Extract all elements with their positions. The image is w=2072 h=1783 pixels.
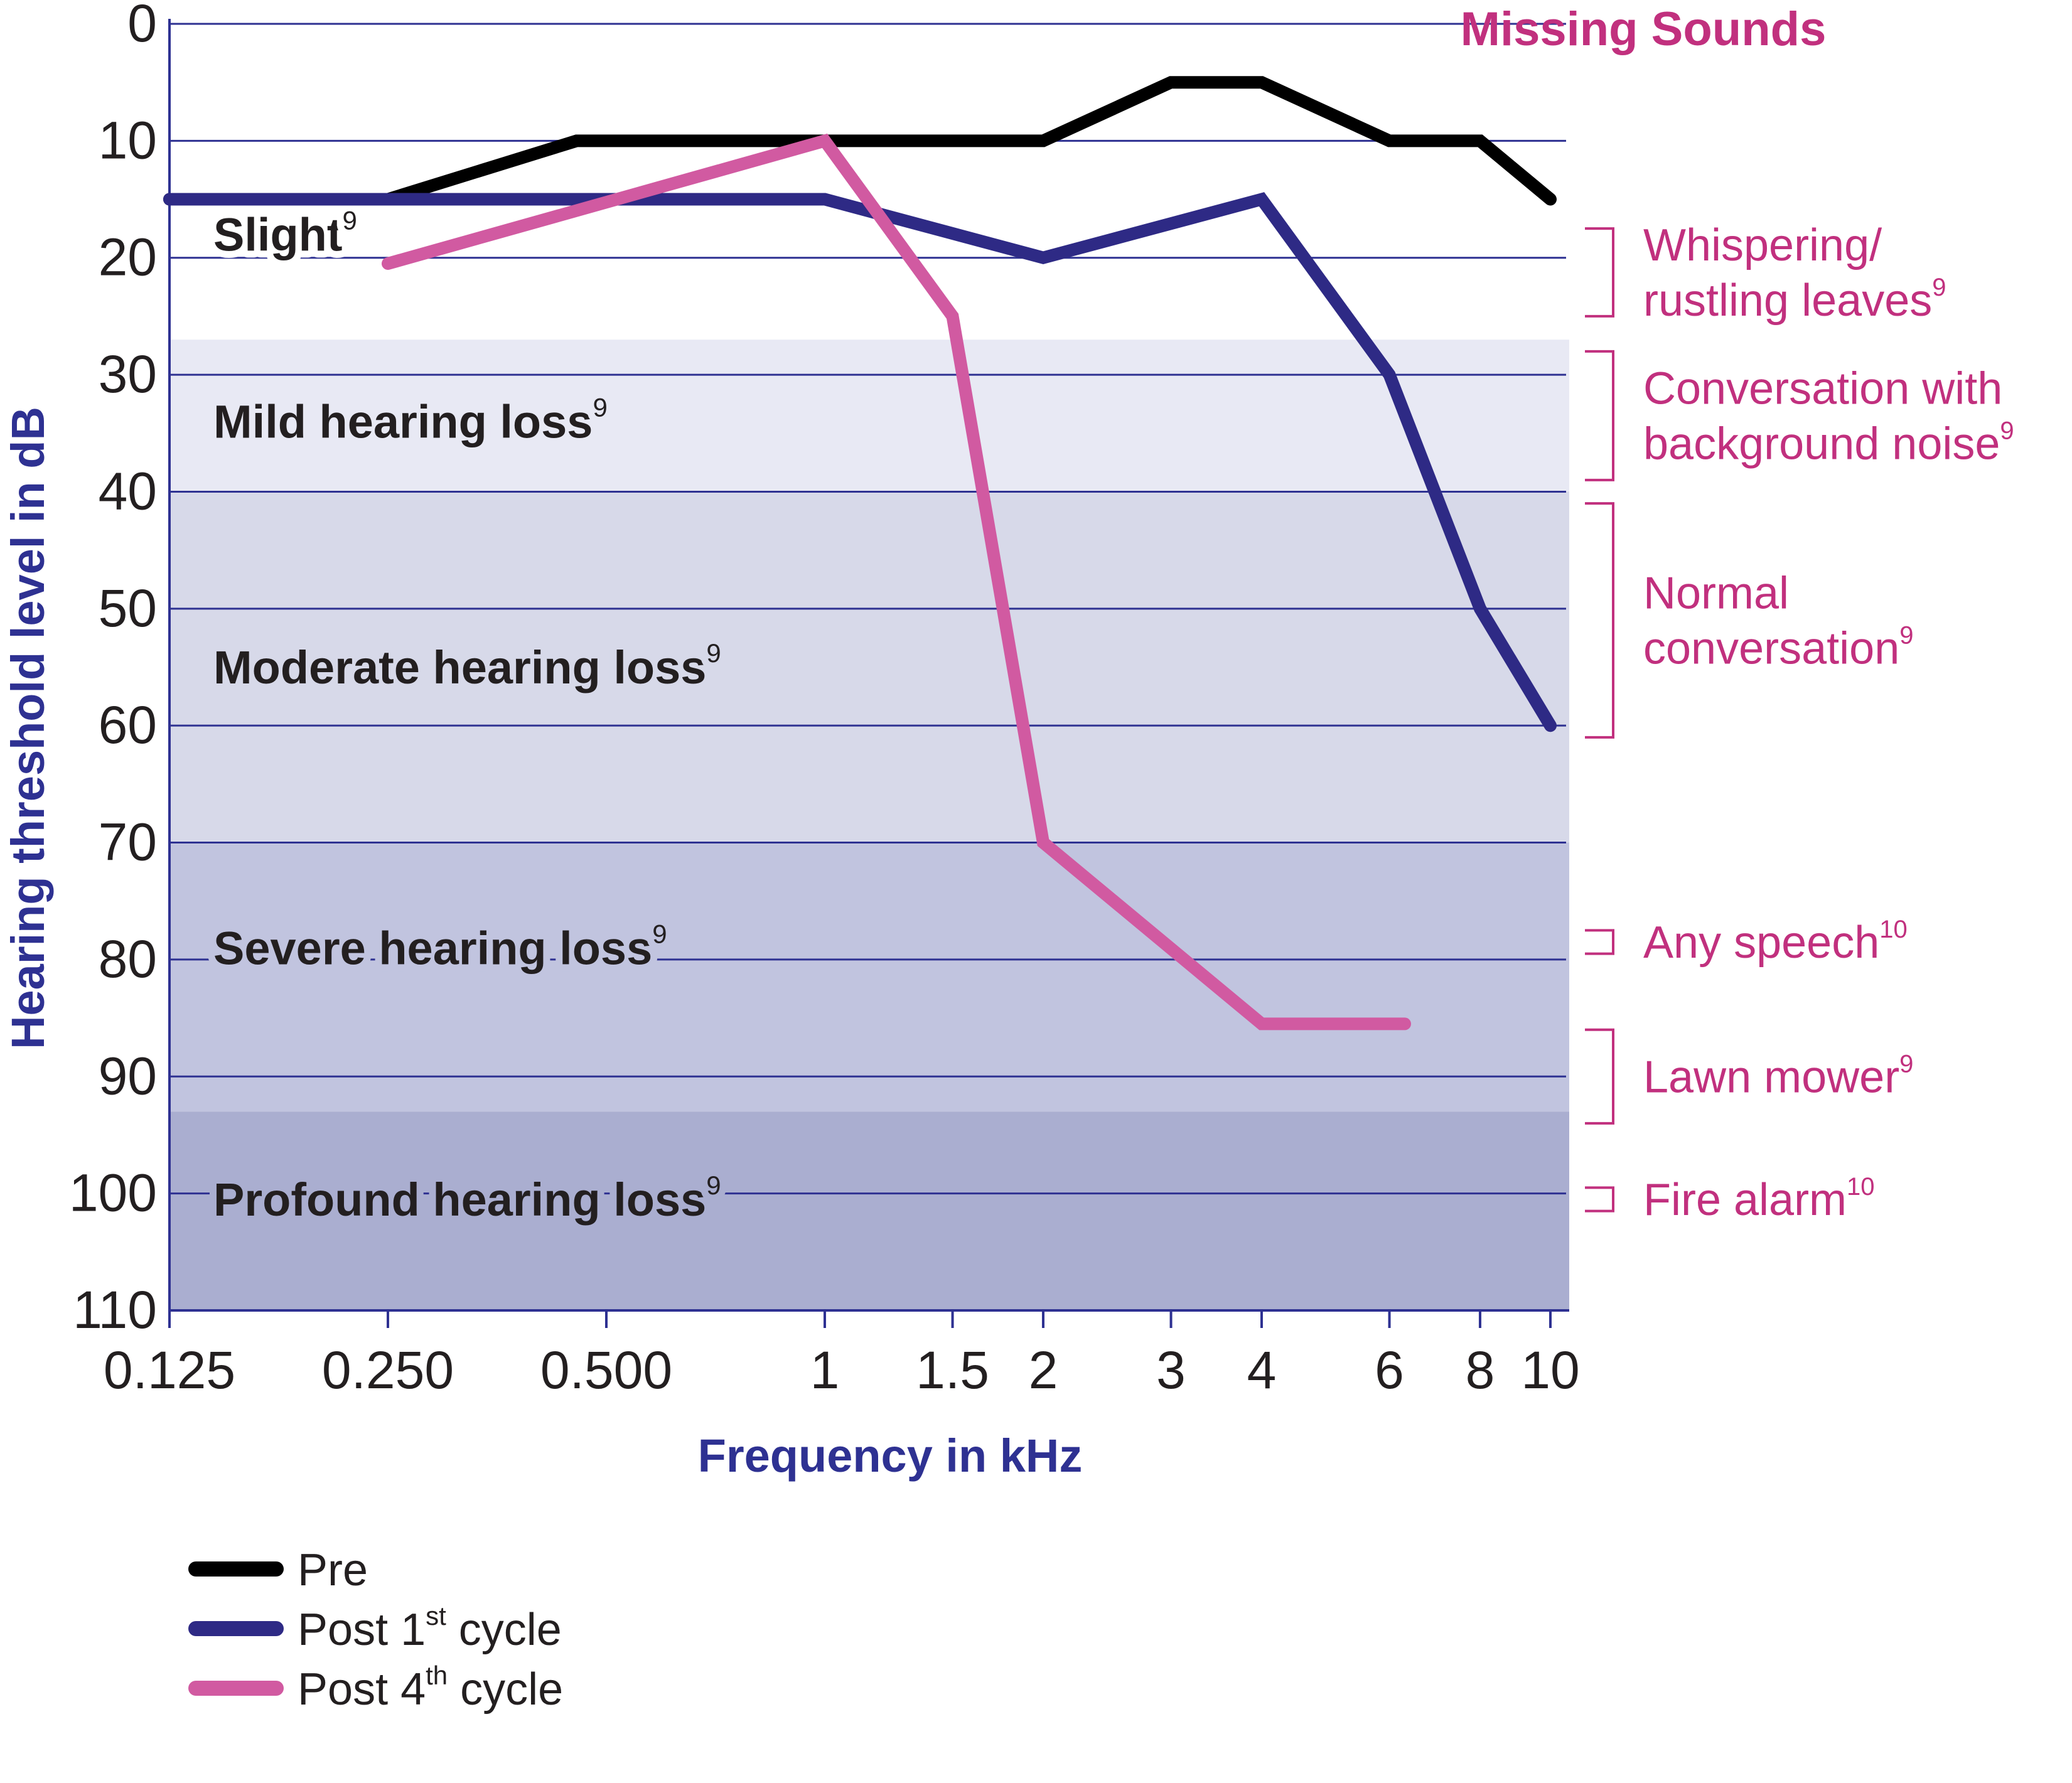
missing-sound-label-text: Lawn mower xyxy=(1643,1052,1899,1102)
x-tick-label: 0.125 xyxy=(104,1341,235,1400)
band-label: Severe hearing loss9 xyxy=(213,919,667,974)
band-2 xyxy=(169,491,1569,843)
band-label-footnote: 9 xyxy=(652,919,667,948)
y-tick-label: 40 xyxy=(99,461,157,520)
x-tick-label: 6 xyxy=(1375,1341,1404,1400)
band-0 xyxy=(169,24,1569,340)
missing-sound-label-text: Any speech xyxy=(1643,918,1879,968)
missing-sound-label-text: conversation xyxy=(1643,623,1899,673)
missing-sound-bracket xyxy=(1585,929,1614,955)
legend-label: Post 1st cycle xyxy=(298,1601,562,1655)
legend-label-text: Pre xyxy=(298,1545,368,1595)
missing-sound-footnote: 9 xyxy=(1899,1050,1913,1078)
y-tick-label: 80 xyxy=(99,929,157,988)
band-label-footnote: 9 xyxy=(343,205,357,235)
data-series xyxy=(163,76,1557,1031)
y-tick-label: 20 xyxy=(99,228,157,287)
band-label-text: Moderate hearing loss xyxy=(213,641,706,693)
band-label: Slight9 xyxy=(213,205,357,260)
missing-sound-bracket xyxy=(1585,1028,1614,1125)
legend-label-text: Post 4 xyxy=(298,1664,426,1715)
missing-sound-label: Normal xyxy=(1643,568,1789,618)
band-4 xyxy=(169,1111,1569,1310)
band-label-footnote: 9 xyxy=(706,638,721,668)
missing-sound-label: background noise9 xyxy=(1643,417,2014,469)
missing-sound-label: Whispering/ xyxy=(1643,220,1882,270)
x-tick-label: 1.5 xyxy=(916,1341,989,1400)
x-tick-label: 0.250 xyxy=(322,1341,454,1400)
missing-sound-label-text: Normal xyxy=(1643,568,1789,618)
y-tick-label: 10 xyxy=(99,110,157,169)
series-line-pre xyxy=(163,76,1557,206)
missing-sound-footnote: 9 xyxy=(1932,274,1946,301)
missing-sound-footnote: 9 xyxy=(1899,621,1913,649)
y-tick-label: 0 xyxy=(127,0,157,53)
y-tick-label: 90 xyxy=(99,1046,157,1105)
band-1 xyxy=(169,340,1569,492)
missing-sound-label: rustling leaves9 xyxy=(1643,274,1946,326)
legend-label-superscript: th xyxy=(426,1661,448,1690)
x-tick-label: 1 xyxy=(810,1341,840,1400)
band-label-footnote: 9 xyxy=(706,1170,721,1200)
missing-sound-label-text: Fire alarm xyxy=(1643,1175,1847,1225)
hearing-loss-bands xyxy=(169,24,1569,1310)
missing-sound-bracket xyxy=(1585,227,1614,318)
missing-sound-label-text: background noise xyxy=(1643,419,2000,469)
missing-sound-label: Fire alarm10 xyxy=(1643,1173,1875,1225)
band-label-text: Severe hearing loss xyxy=(213,922,652,974)
legend-label: Post 4th cycle xyxy=(298,1661,563,1715)
missing-sound-footnote: 10 xyxy=(1847,1173,1875,1201)
missing-sound-label-text: rustling leaves xyxy=(1643,276,1932,326)
missing-sound-label-text: Whispering/ xyxy=(1643,220,1882,270)
y-axis-title: Hearing threshold level in dB xyxy=(2,407,54,1049)
x-tick-label: 0.500 xyxy=(540,1341,672,1400)
missing-sound-label: conversation9 xyxy=(1643,621,1913,673)
y-tick-label: 60 xyxy=(99,695,157,754)
legend-label-suffix: cycle xyxy=(446,1605,562,1655)
x-axis-title: Frequency in kHz xyxy=(698,1430,1083,1482)
missing-sound-bracket xyxy=(1585,502,1614,739)
legend-label-text: Post 1 xyxy=(298,1605,426,1655)
missing-sound-footnote: 9 xyxy=(2000,417,2014,444)
series-line-post-1st-cycle xyxy=(163,192,1557,732)
legend-label-superscript: st xyxy=(426,1601,446,1630)
band-label-text: Slight xyxy=(213,208,343,260)
x-tick-label: 10 xyxy=(1521,1341,1579,1400)
y-tick-label: 100 xyxy=(69,1164,157,1223)
band-label: Mild hearing loss9 xyxy=(213,393,608,448)
y-tick-label: 70 xyxy=(99,813,157,872)
x-tick-label: 4 xyxy=(1247,1341,1277,1400)
legend-label-suffix: cycle xyxy=(448,1664,563,1715)
missing-sound-label: Conversation with xyxy=(1643,363,2002,414)
band-label: Moderate hearing loss9 xyxy=(213,638,721,693)
y-tick-label: 50 xyxy=(99,579,157,638)
missing-sound-footnote: 10 xyxy=(1879,916,1908,943)
x-tick-label: 3 xyxy=(1156,1341,1186,1400)
x-tick-label: 2 xyxy=(1029,1341,1058,1400)
band-label-text: Profound hearing loss xyxy=(213,1174,706,1226)
missing-sound-bracket xyxy=(1585,350,1614,481)
missing-sound-label: Lawn mower9 xyxy=(1643,1050,1913,1102)
band-label: Profound hearing loss9 xyxy=(213,1170,721,1226)
missing-sound-label-text: Conversation with xyxy=(1643,363,2002,414)
series-line-post-4th-cycle xyxy=(382,133,1411,1031)
y-tick-label: 110 xyxy=(73,1280,157,1339)
band-label-text: Mild hearing loss xyxy=(213,396,593,448)
band-label-footnote: 9 xyxy=(593,393,607,422)
missing-sound-bracket xyxy=(1585,1186,1614,1213)
band-3 xyxy=(169,842,1569,1112)
x-tick-label: 8 xyxy=(1466,1341,1495,1400)
missing-sounds-title: Missing Sounds xyxy=(1461,3,1827,56)
legend-label: Pre xyxy=(298,1545,368,1595)
missing-sound-label: Any speech10 xyxy=(1643,916,1908,968)
y-tick-label: 30 xyxy=(99,345,157,404)
missing-sounds-panel: Missing Sounds Whispering/rustling leave… xyxy=(1461,3,2014,1225)
